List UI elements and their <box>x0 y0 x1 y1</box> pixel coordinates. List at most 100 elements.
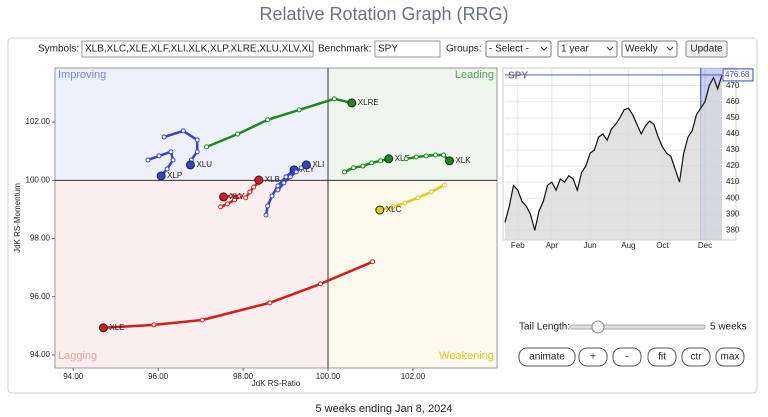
head-marker <box>347 98 357 108</box>
y-tick-label: 440 <box>726 129 740 138</box>
head-marker <box>156 171 166 181</box>
control-button-label: max <box>721 352 740 363</box>
y-tick-label: 450 <box>726 113 740 122</box>
tail-point <box>224 201 230 207</box>
tail-point <box>415 195 421 201</box>
spy-title: SPY <box>508 71 528 82</box>
tail-point <box>403 156 409 162</box>
x-tick-label: Dec <box>698 241 712 250</box>
symbols-input[interactable] <box>81 40 314 58</box>
tail-point <box>194 149 200 155</box>
benchmark-value: SPY <box>378 44 398 55</box>
control-button-label: + <box>590 352 596 363</box>
x-tick-label: 98.00 <box>233 372 254 381</box>
control-button[interactable] <box>518 347 576 367</box>
quadrant <box>55 180 329 368</box>
update-button[interactable] <box>685 40 728 58</box>
y-tick-label: 410 <box>726 177 740 186</box>
tail-point <box>269 193 275 199</box>
tail-point <box>156 153 162 159</box>
series-label: XLC <box>386 205 402 214</box>
frequency-select[interactable] <box>621 40 678 58</box>
tail-point <box>180 128 186 134</box>
control-button-label: fit <box>658 352 666 363</box>
control-button[interactable] <box>715 347 745 367</box>
tail-point <box>194 137 200 143</box>
symbols-value: XLB,XLC,XLE,XLF,XLI,XLK,XLP,XLRE,XLU,XLV… <box>85 44 314 55</box>
dropdown-arrow <box>666 46 674 51</box>
symbols-label: Symbols: <box>38 44 79 55</box>
y-tick-label: 390 <box>726 209 740 218</box>
tail-point <box>229 193 235 199</box>
control-button-label: ctr <box>690 352 702 363</box>
frequency-value: Weekly <box>625 44 658 55</box>
last-value-label: 476.68 <box>725 70 750 79</box>
plot-frame <box>54 67 498 369</box>
y-tick-label: 380 <box>726 225 740 234</box>
y-tick-label: 94.00 <box>30 350 51 359</box>
last-value-box <box>722 68 754 82</box>
y-tick-label: 96.00 <box>30 292 51 301</box>
tail-point <box>247 189 253 195</box>
tail-point <box>168 149 174 155</box>
tail-point <box>281 180 287 186</box>
period-select[interactable] <box>557 40 618 58</box>
dropdown-arrow <box>540 46 548 51</box>
quadrant <box>328 68 497 181</box>
series-label: XLU <box>196 160 212 169</box>
page-title: Relative Rotation Graph (RRG) <box>259 4 508 24</box>
tail-label: Tail Length: <box>519 322 570 333</box>
control-button[interactable] <box>681 347 711 367</box>
control-button-label: - <box>625 352 628 363</box>
footer: 5 weeks ending Jan 8, 2024 <box>316 403 453 415</box>
x-tick-label: Jun <box>584 241 597 250</box>
update-label: Update <box>690 44 723 55</box>
tail-point <box>413 154 419 160</box>
head-marker <box>185 160 195 170</box>
head-marker <box>375 205 385 215</box>
quadrant <box>328 180 497 368</box>
tail-point <box>263 212 269 218</box>
head-marker <box>98 323 108 333</box>
tail-point <box>350 165 356 171</box>
tail-point <box>170 157 176 163</box>
tail-point <box>251 184 257 190</box>
tail-point <box>275 187 281 193</box>
tail-point <box>369 160 375 166</box>
tail-value: 5 weeks <box>710 322 747 333</box>
y-tick-label: 102.00 <box>26 117 51 126</box>
tail-point <box>370 259 376 265</box>
tail-point <box>441 182 447 188</box>
quadrant-label: Lagging <box>58 350 97 362</box>
x-tick-label: Feb <box>511 241 525 250</box>
control-button[interactable] <box>578 347 608 367</box>
control-button[interactable] <box>612 347 642 367</box>
tail-point <box>360 163 366 169</box>
groups-select[interactable] <box>485 40 552 58</box>
benchmark-input[interactable] <box>374 40 441 58</box>
series-label: XLB <box>265 175 280 184</box>
tail-point <box>441 152 447 158</box>
tail-point <box>265 117 271 123</box>
control-button[interactable] <box>647 347 677 367</box>
tail-slider-track[interactable] <box>569 324 706 330</box>
tail-point <box>151 322 157 328</box>
head-marker <box>254 175 264 185</box>
tail-point <box>204 144 210 150</box>
y-tick-label: 98.00 <box>30 234 51 243</box>
quadrant-label: Leading <box>455 69 494 81</box>
y-axis-label: JdK RS-Momentum <box>13 183 22 253</box>
head-marker <box>219 192 229 202</box>
tail-point <box>218 204 224 210</box>
tail-point <box>199 317 205 323</box>
x-tick-label: Aug <box>621 241 635 250</box>
series-label: XLE <box>109 323 124 332</box>
tail-point <box>267 300 273 306</box>
tail-point <box>423 153 429 159</box>
dropdown-arrow <box>606 46 614 51</box>
tail-point <box>317 281 323 287</box>
tail-point <box>237 193 243 199</box>
tail-slider-knob[interactable] <box>591 320 605 334</box>
